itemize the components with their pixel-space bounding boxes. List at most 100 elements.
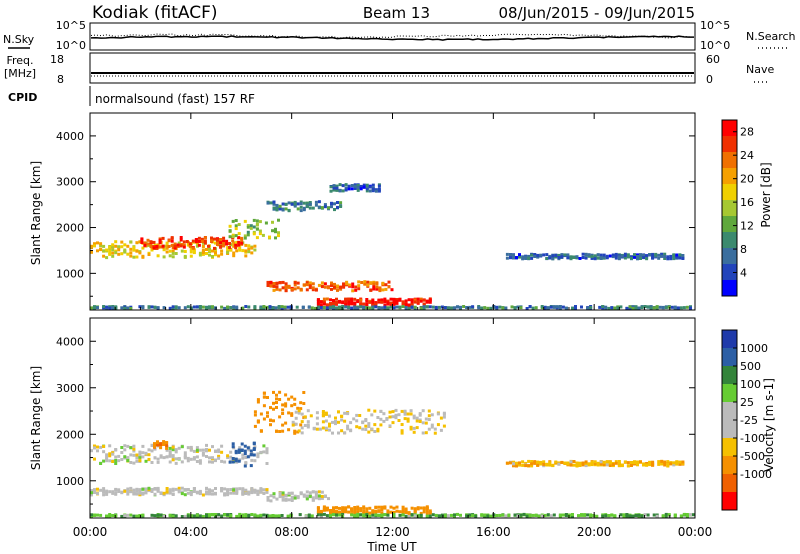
echo-cell: [332, 188, 336, 192]
echo-cell: [277, 231, 280, 235]
echo-cell: [685, 305, 689, 309]
echo-cell: [657, 253, 661, 257]
echo-cell: [205, 252, 208, 255]
echo-cell: [611, 463, 615, 466]
echo-cell: [231, 235, 235, 239]
echo-cell: [373, 409, 377, 413]
echo-cell: [376, 427, 380, 431]
echo-cell: [377, 513, 381, 517]
echo-cell: [287, 397, 291, 401]
echo-cell: [357, 280, 361, 284]
echo-cell: [316, 303, 320, 307]
echo-cell: [168, 488, 172, 492]
echo-cell: [192, 490, 196, 493]
echo-cell: [165, 446, 169, 450]
echo-cell: [505, 461, 509, 465]
echo-cell: [359, 305, 363, 309]
echo-cell: [168, 306, 172, 310]
echo-cell: [219, 241, 223, 245]
echo-cell: [159, 455, 163, 459]
echo-cell: [195, 513, 199, 517]
echo-cell: [365, 189, 369, 193]
echo-cell: [120, 451, 124, 454]
colorbar-segment: [722, 384, 737, 403]
echo-cell: [189, 445, 193, 449]
echo-cell: [253, 413, 257, 417]
echo-cell: [123, 249, 127, 253]
echo-cell: [545, 463, 549, 466]
echo-cell: [114, 251, 118, 255]
echo-cell: [232, 242, 236, 245]
echo-cell: [96, 492, 99, 496]
echo-cell: [371, 303, 375, 307]
echo-cell: [102, 305, 106, 308]
echo-cell: [321, 414, 325, 418]
echo-cell: [280, 305, 284, 309]
echo-cell: [232, 305, 236, 309]
echo-cell: [398, 513, 402, 517]
echo-cell: [168, 450, 172, 454]
echo-cell: [165, 490, 169, 494]
colorbar-tick-label: 500: [740, 360, 761, 373]
echo-cell: [560, 253, 564, 257]
echo-cell: [578, 463, 582, 467]
echo-cell: [528, 305, 532, 308]
echo-cell: [147, 457, 151, 461]
echo-cell: [409, 409, 413, 413]
echo-cell: [637, 306, 641, 310]
echo-cell: [383, 513, 387, 517]
echo-cell: [623, 252, 627, 256]
echo-cell: [241, 249, 245, 253]
echo-cell: [111, 490, 115, 494]
echo-cell: [228, 224, 232, 228]
x-tick-label: 20:00: [577, 525, 612, 539]
echo-cell: [162, 248, 166, 252]
echo-cell: [546, 306, 550, 310]
echo-cell: [250, 491, 254, 495]
echo-cell: [174, 450, 178, 454]
echo-cell: [141, 492, 145, 496]
echo-cell: [302, 283, 306, 287]
echo-cell: [210, 236, 213, 240]
echo-cell: [210, 239, 213, 243]
echo-cell: [143, 241, 147, 245]
echo-cell: [138, 450, 142, 454]
echo-cell: [586, 513, 590, 517]
echo-cell: [162, 456, 166, 460]
echo-cell: [428, 509, 432, 513]
echo-cell: [241, 487, 245, 491]
echo-cell: [404, 511, 408, 514]
echo-cell: [255, 219, 259, 223]
echo-cell: [153, 442, 156, 446]
echo-cell: [272, 202, 276, 206]
echo-cell: [366, 283, 370, 287]
echo-cell: [220, 514, 224, 518]
echo-cell: [599, 460, 603, 464]
echo-cell: [325, 514, 329, 518]
echo-cell: [370, 413, 374, 417]
echo-cell: [255, 236, 259, 240]
echo-cell: [633, 255, 636, 259]
echo-cell: [228, 460, 232, 464]
echo-cell: [266, 496, 270, 499]
echo-cell: [243, 452, 247, 456]
echo-cell: [335, 184, 339, 188]
echo-cell: [383, 505, 387, 509]
echo-cell: [138, 459, 142, 463]
echo-cell: [310, 306, 314, 310]
echo-cell: [222, 236, 226, 240]
echo-cell: [344, 188, 348, 192]
echo-cell: [623, 256, 627, 260]
echo-cell: [605, 460, 609, 464]
echo-cell: [299, 491, 303, 495]
echo-cell: [525, 307, 529, 310]
echo-cell: [548, 461, 552, 465]
echo-cell: [150, 248, 154, 252]
echo-cell: [314, 496, 318, 500]
echo-cell: [177, 241, 181, 245]
echo-cell: [284, 207, 288, 211]
echo-cell: [167, 245, 171, 248]
echo-cell: [278, 207, 282, 211]
echo-cell: [321, 426, 325, 430]
echo-cell: [272, 390, 275, 394]
